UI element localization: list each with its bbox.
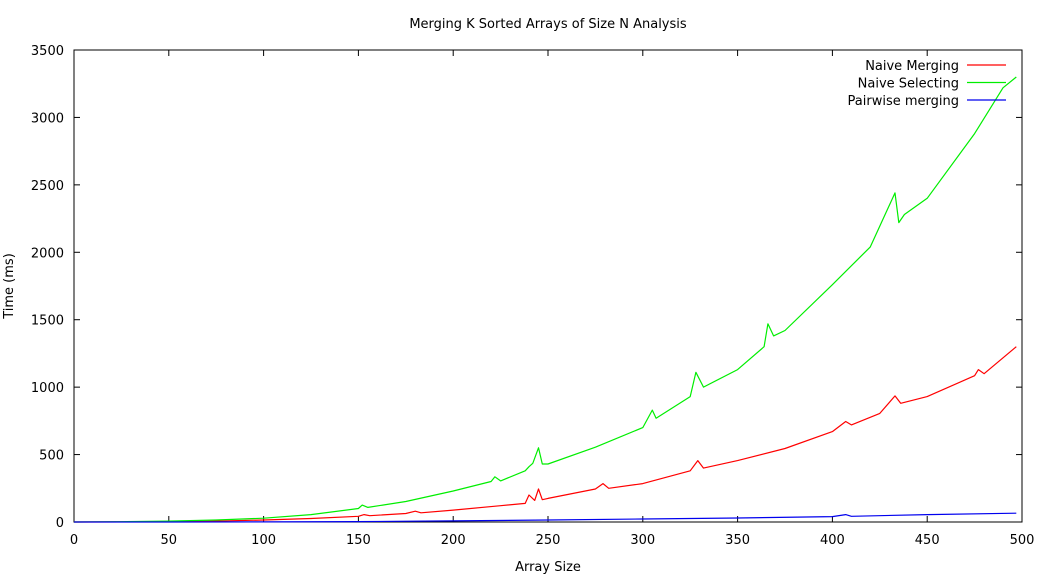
chart-title: Merging K Sorted Arrays of Size N Analys… bbox=[409, 17, 687, 32]
x-axis: 0 50 100 150 200 250 300 350 400 450 500 bbox=[70, 50, 1035, 548]
x-tick-label: 400 bbox=[820, 533, 845, 548]
series-line-naive-merging bbox=[73, 346, 1017, 523]
x-tick-label: 200 bbox=[441, 533, 466, 548]
y-tick-label: 0 bbox=[56, 516, 64, 531]
y-tick-label: 3000 bbox=[31, 111, 64, 126]
series-line-naive-selecting bbox=[73, 76, 1017, 523]
x-tick-label: 350 bbox=[725, 533, 750, 548]
x-tick-label: 100 bbox=[251, 533, 276, 548]
x-tick-label: 50 bbox=[161, 533, 178, 548]
y-tick-label: 500 bbox=[39, 449, 64, 464]
y-tick-label: 3500 bbox=[31, 44, 64, 59]
y-axis-title: Time (ms) bbox=[2, 253, 17, 320]
y-tick-label: 1000 bbox=[31, 381, 64, 396]
legend-label-naive-selecting: Naive Selecting bbox=[858, 77, 959, 92]
x-tick-label: 300 bbox=[630, 533, 655, 548]
y-tick-label: 1500 bbox=[31, 314, 64, 329]
y-axis: 0 500 1000 1500 2000 2500 3000 3500 bbox=[31, 44, 1022, 531]
series-line-pairwise-merging bbox=[74, 512, 1017, 523]
x-tick-label: 250 bbox=[536, 533, 561, 548]
y-tick-label: 2500 bbox=[31, 179, 64, 194]
x-tick-label: 150 bbox=[346, 533, 371, 548]
legend-label-pairwise-merging: Pairwise merging bbox=[848, 94, 959, 109]
x-axis-title: Array Size bbox=[515, 560, 581, 574]
legend-label-naive-merging: Naive Merging bbox=[865, 59, 959, 74]
x-tick-label: 0 bbox=[70, 533, 78, 548]
series-layer bbox=[73, 76, 1017, 523]
plot-frame bbox=[73, 49, 1023, 523]
y-tick-label: 2000 bbox=[31, 246, 64, 261]
x-tick-label: 500 bbox=[1010, 533, 1035, 548]
legend: Naive Merging Naive Selecting Pairwise mer… bbox=[848, 59, 1006, 109]
x-tick-label: 450 bbox=[915, 533, 940, 548]
